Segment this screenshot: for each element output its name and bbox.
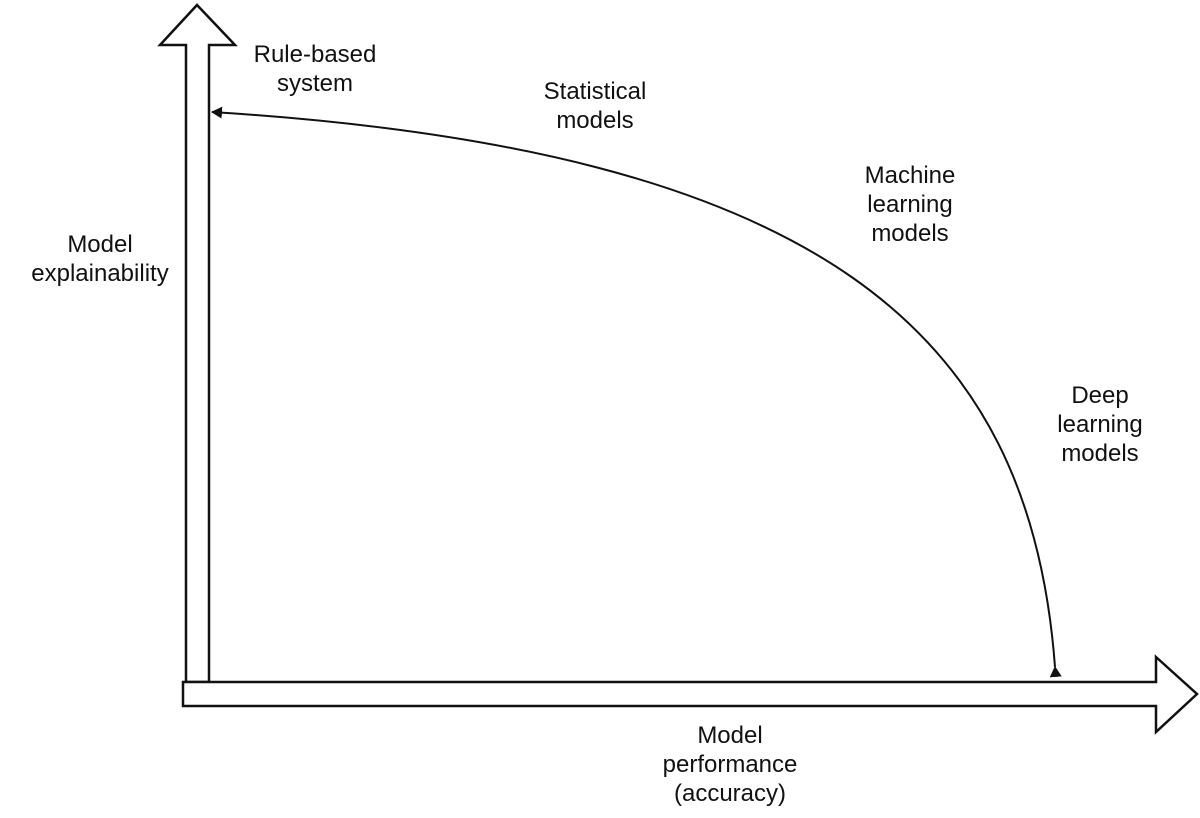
x-axis-label: Model performance (accuracy) xyxy=(662,722,798,807)
tradeoff-curve xyxy=(211,106,1062,678)
y-axis-label: Model explainability xyxy=(31,231,169,287)
machine-learning-models-label: Machine learning models xyxy=(864,162,956,247)
y-axis-arrow xyxy=(157,3,238,684)
statistical-models-label: Statistical models xyxy=(543,78,647,134)
deep-learning-models-label: Deep learning models xyxy=(1057,382,1143,467)
rule-based-label: Rule-based system xyxy=(253,41,377,97)
x-axis-arrow xyxy=(181,654,1199,735)
